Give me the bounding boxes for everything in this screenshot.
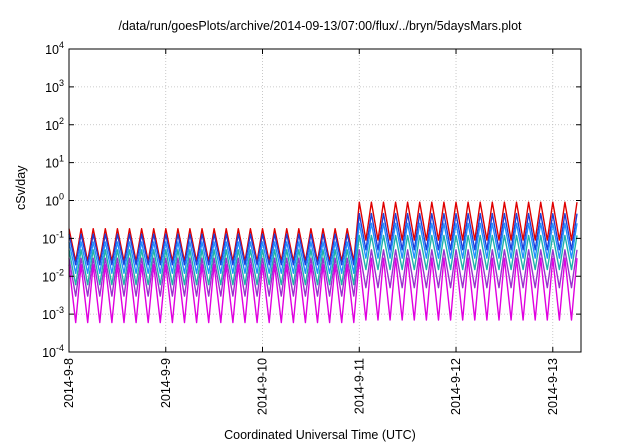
y-tick-label: 102 xyxy=(45,116,64,133)
grid-lines xyxy=(68,49,581,352)
y-axis-label: cSv/day xyxy=(14,165,28,210)
x-axis-ticks: 2014-9-8 2014-9-9 2014-9-10 2014-9-11 2014-9… xyxy=(62,49,560,415)
series-line-3 xyxy=(68,222,578,274)
x-tick-label: 2014-9-13 xyxy=(546,358,560,415)
series-line-4 xyxy=(68,234,578,286)
y-tick-label: 103 xyxy=(45,78,64,95)
y-tick-label: 104 xyxy=(45,40,64,57)
y-tick-label: 10-3 xyxy=(42,305,64,322)
y-tick-label: 10-4 xyxy=(42,343,64,360)
series-line-2 xyxy=(68,212,578,266)
chart-title: /data/run/goesPlots/archive/2014-09-13/0… xyxy=(118,19,522,33)
y-tick-label: 10-1 xyxy=(42,229,64,246)
x-tick-label: 2014-9-11 xyxy=(352,358,366,414)
y-tick-label: 101 xyxy=(45,154,64,171)
series-layer xyxy=(68,201,578,324)
series-line-6 xyxy=(68,257,578,324)
series-line-1 xyxy=(68,201,578,262)
x-tick-label: 2014-9-8 xyxy=(62,358,76,408)
y-tick-label: 100 xyxy=(45,192,64,209)
x-tick-label: 2014-9-12 xyxy=(449,358,463,415)
x-tick-label: 2014-9-10 xyxy=(256,358,270,415)
y-tick-label: 10-2 xyxy=(42,267,64,284)
y-axis-ticks: 10-4 10-3 10-2 10-1 100 101 102 103 104 xyxy=(42,40,581,360)
series-line-5 xyxy=(68,249,578,297)
x-axis-label: Coordinated Universal Time (UTC) xyxy=(224,428,416,442)
x-tick-label: 2014-9-9 xyxy=(159,358,173,408)
